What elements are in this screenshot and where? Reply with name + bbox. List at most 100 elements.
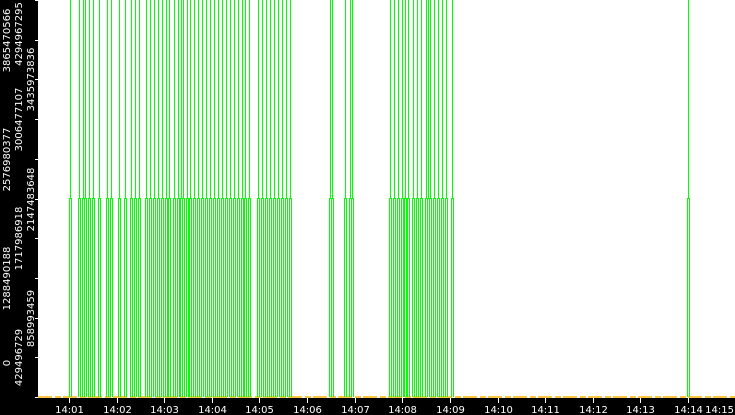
data-point-pulse [153,0,156,397]
data-point-pulse [281,0,284,397]
x-tick-label: 14:01 [55,405,84,415]
data-point-pulse [277,0,280,397]
x-tick-label: 14:14 [674,405,703,415]
data-point-pulse [269,0,272,397]
data-point-pulse [225,0,228,397]
data-point-pulse [393,0,396,397]
x-tick-label: 14:15 [705,405,734,415]
data-point-pulse [78,0,81,397]
y-tick-label: 3006477107 [14,88,25,152]
data-point-pulse [265,0,268,397]
data-point-pulse [168,0,171,397]
y-tick-label: 0 [2,360,13,366]
data-point-pulse [205,0,208,397]
series-layer [38,0,735,398]
x-tick-label: 14:04 [198,405,227,415]
data-point-pulse [138,0,141,397]
data-point-pulse [244,0,247,397]
y-tick-label: 4294967295 [14,2,25,66]
x-tick-label: 14:11 [531,405,560,415]
data-point-pulse [241,0,244,397]
data-point-pulse [189,0,192,397]
x-tick-label: 14:08 [388,405,417,415]
data-point-pulse [285,0,288,397]
x-tick-label: 14:13 [626,405,655,415]
data-point-pulse [98,0,101,397]
x-tick-label: 14:05 [245,405,274,415]
data-point-pulse [88,0,91,397]
x-tick-label: 14:07 [341,405,370,415]
y-tick-label: 1717986918 [14,207,25,271]
data-point-pulse [182,0,185,397]
x-axis [0,398,735,415]
data-point-pulse [687,0,690,397]
data-point-pulse [433,0,436,397]
data-point-pulse [437,0,440,397]
data-point-pulse [173,0,176,397]
y-tick-label: 429496729 [14,329,25,386]
data-point-pulse [331,0,334,397]
data-point-pulse [193,0,196,397]
data-point-pulse [186,0,189,397]
data-point-pulse [389,0,392,397]
y-tick-label: 3435973836 [26,48,37,112]
data-point-pulse [351,0,354,397]
x-tick-label: 14:03 [150,405,179,415]
y-tick-label: 2147483648 [26,168,37,232]
data-point-pulse [134,0,137,397]
data-point-pulse [124,0,127,397]
data-point-pulse [69,0,72,397]
data-point-pulse [92,0,95,397]
data-point-pulse [110,0,113,397]
data-point-pulse [213,0,216,397]
data-point-pulse [273,0,276,397]
data-point-pulse [344,0,347,397]
data-point-pulse [261,0,264,397]
data-point-pulse [233,0,236,397]
data-point-pulse [177,0,180,397]
data-point-pulse [420,0,423,397]
data-point-pulse [429,0,432,397]
data-point-pulse [441,0,444,397]
y-tick-label: 2576980377 [2,128,13,192]
data-point-pulse [217,0,220,397]
x-tick-label: 14:06 [293,405,322,415]
y-tick-label: 858993459 [26,290,37,347]
data-point-pulse [201,0,204,397]
data-point-pulse [221,0,224,397]
y-tick-label: 3865470566 [2,9,13,73]
data-point-pulse [145,0,148,397]
data-point-pulse [445,0,448,397]
data-point-pulse [229,0,232,397]
y-tick-label: 1288490188 [2,247,13,311]
data-point-pulse [257,0,260,397]
data-point-pulse [149,0,152,397]
data-point-pulse [401,0,404,397]
x-tick-label: 14:10 [484,405,513,415]
data-point-pulse [106,0,109,397]
data-point-pulse [407,0,410,397]
data-point-pulse [84,0,87,397]
data-point-pulse [165,0,168,397]
data-point-pulse [451,0,454,397]
data-point-pulse [397,0,400,397]
data-point-pulse [248,0,251,397]
data-point-pulse [118,0,121,397]
data-point-pulse [157,0,160,397]
data-point-pulse [416,0,419,397]
x-tick-label: 14:09 [436,405,465,415]
data-point-pulse [209,0,212,397]
data-point-pulse [197,0,200,397]
data-point-pulse [237,0,240,397]
data-point-pulse [130,0,133,397]
x-tick-label: 14:12 [579,405,608,415]
data-point-pulse [289,0,292,397]
x-tick-label: 14:02 [103,405,132,415]
data-point-pulse [412,0,415,397]
data-point-pulse [161,0,164,397]
y-axis [0,0,38,415]
data-point-pulse [404,0,407,397]
